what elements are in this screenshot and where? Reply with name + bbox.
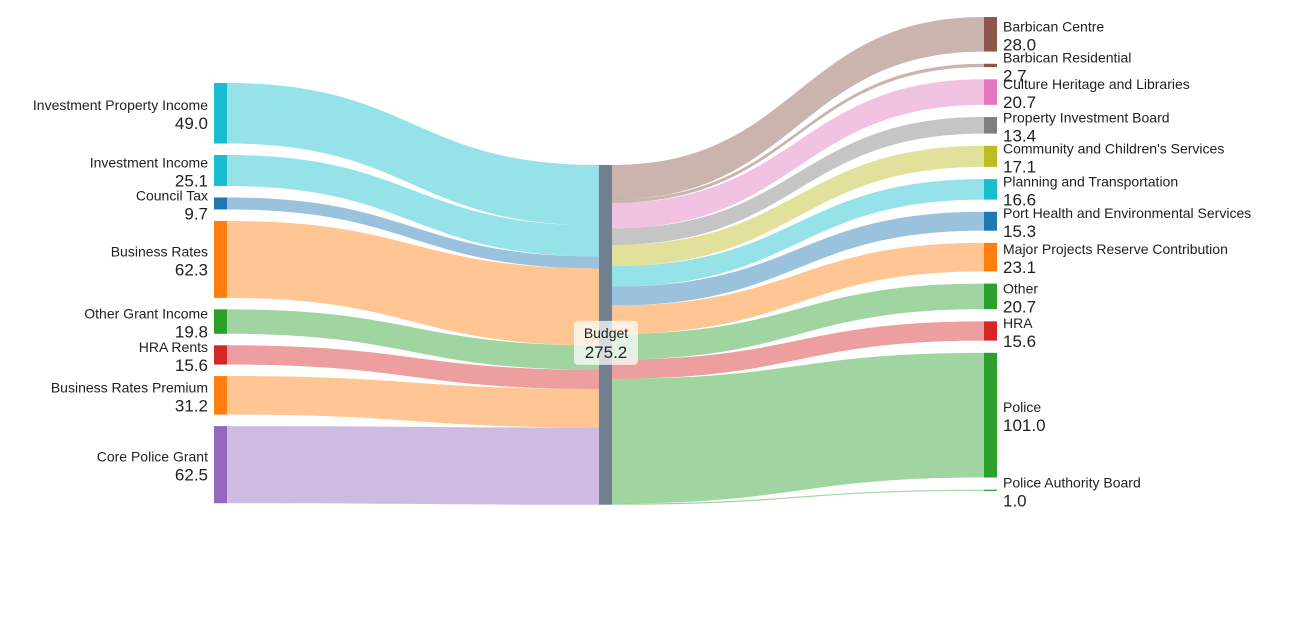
source-hra-rents-label: HRA Rents — [139, 339, 208, 355]
source-council-tax-node[interactable] — [214, 197, 227, 210]
target-property-investment-board-value: 13.4 — [1003, 126, 1036, 145]
source-core-police-grant-link — [227, 426, 599, 505]
target-community-and-children-s-services-label: Community and Children's Services — [1003, 140, 1224, 156]
target-culture-heritage-and-libraries-node[interactable] — [984, 79, 997, 105]
target-barbican-centre-label: Barbican Centre — [1003, 18, 1104, 34]
source-other-grant-income-label: Other Grant Income — [84, 306, 208, 322]
source-investment-income-value: 25.1 — [175, 171, 208, 190]
target-property-investment-board-link — [612, 117, 984, 245]
source-hra-rents-value: 15.6 — [175, 356, 208, 375]
hub-value: 275.2 — [585, 343, 628, 362]
source-business-rates-premium-value: 31.2 — [175, 396, 208, 415]
target-barbican-centre-node[interactable] — [984, 17, 997, 52]
target-police-label: Police — [1003, 399, 1041, 415]
hub-label-background — [574, 320, 638, 365]
target-culture-heritage-and-libraries-link — [612, 79, 984, 229]
target-police-node[interactable] — [984, 352, 997, 478]
target-police-value: 101.0 — [1003, 416, 1046, 435]
target-other-node[interactable] — [984, 283, 997, 310]
target-police-authority-board-link — [612, 489, 984, 505]
target-property-investment-board-node[interactable] — [984, 117, 997, 134]
target-culture-heritage-and-libraries-value: 20.7 — [1003, 93, 1036, 112]
source-council-tax-link — [227, 197, 599, 269]
target-police-authority-board-node[interactable] — [984, 489, 997, 491]
target-property-investment-board-label: Property Investment Board — [1003, 109, 1170, 125]
hub-label: Budget — [584, 325, 628, 341]
target-community-and-children-s-services-link — [612, 145, 984, 267]
source-other-grant-income-value: 19.8 — [175, 323, 208, 342]
source-investment-income-label: Investment Income — [90, 154, 208, 170]
source-business-rates-premium-link — [227, 376, 599, 428]
target-barbican-residential-value: 2.7 — [1003, 66, 1027, 85]
target-hra-value: 15.6 — [1003, 332, 1036, 351]
source-core-police-grant-label: Core Police Grant — [97, 449, 208, 465]
target-port-health-and-environmental-services-label: Port Health and Environmental Services — [1003, 205, 1251, 221]
source-business-rates-value: 62.3 — [175, 260, 208, 279]
target-hra-label: HRA — [1003, 315, 1033, 331]
target-other-label: Other — [1003, 280, 1038, 296]
source-investment-property-income-node[interactable] — [214, 83, 227, 144]
source-investment-property-income-link — [227, 83, 599, 226]
target-barbican-residential-node[interactable] — [984, 63, 997, 68]
source-investment-property-income-label: Investment Property Income — [33, 97, 208, 113]
target-port-health-and-environmental-services-node[interactable] — [984, 211, 997, 231]
target-community-and-children-s-services-node[interactable] — [984, 145, 997, 167]
target-major-projects-reserve-contribution-label: Major Projects Reserve Contribution — [1003, 241, 1228, 257]
source-hra-rents-node[interactable] — [214, 345, 227, 365]
target-planning-and-transportation-value: 16.6 — [1003, 190, 1036, 209]
target-hra-link — [612, 321, 984, 379]
target-police-authority-board-label: Police Authority Board — [1003, 474, 1141, 490]
source-business-rates-premium-node[interactable] — [214, 376, 227, 415]
target-planning-and-transportation-node[interactable] — [984, 179, 997, 200]
source-business-rates-node[interactable] — [214, 220, 227, 298]
target-major-projects-reserve-contribution-link — [612, 242, 984, 335]
target-police-authority-board-value: 1.0 — [1003, 491, 1027, 510]
source-hra-rents-link — [227, 345, 599, 390]
source-other-grant-income-link — [227, 309, 599, 370]
target-major-projects-reserve-contribution-node[interactable] — [984, 242, 997, 272]
source-council-tax-value: 9.7 — [184, 204, 208, 223]
target-port-health-and-environmental-services-value: 15.3 — [1003, 222, 1036, 241]
target-other-value: 20.7 — [1003, 297, 1036, 316]
target-barbican-residential-label: Barbican Residential — [1003, 49, 1131, 65]
target-major-projects-reserve-contribution-value: 23.1 — [1003, 258, 1036, 277]
source-core-police-grant-node[interactable] — [214, 426, 227, 504]
target-barbican-centre-link — [612, 17, 984, 200]
target-planning-and-transportation-link — [612, 179, 984, 287]
source-investment-income-link — [227, 154, 599, 257]
source-business-rates-link — [227, 220, 599, 346]
target-community-and-children-s-services-value: 17.1 — [1003, 157, 1036, 176]
source-other-grant-income-node[interactable] — [214, 309, 227, 334]
source-investment-property-income-value: 49.0 — [175, 114, 208, 133]
source-core-police-grant-value: 62.5 — [175, 466, 208, 485]
target-port-health-and-environmental-services-link — [612, 211, 984, 306]
source-business-rates-label: Business Rates — [111, 243, 208, 259]
target-barbican-residential-link — [612, 63, 984, 203]
target-culture-heritage-and-libraries-label: Culture Heritage and Libraries — [1003, 76, 1190, 92]
source-investment-income-node[interactable] — [214, 154, 227, 186]
target-barbican-centre-value: 28.0 — [1003, 35, 1036, 54]
target-police-link — [612, 352, 984, 504]
links-layer — [227, 17, 984, 505]
target-other-link — [612, 283, 984, 360]
source-council-tax-label: Council Tax — [136, 187, 208, 203]
target-hra-node[interactable] — [984, 321, 997, 341]
target-planning-and-transportation-label: Planning and Transportation — [1003, 173, 1178, 189]
source-business-rates-premium-label: Business Rates Premium — [51, 379, 208, 395]
